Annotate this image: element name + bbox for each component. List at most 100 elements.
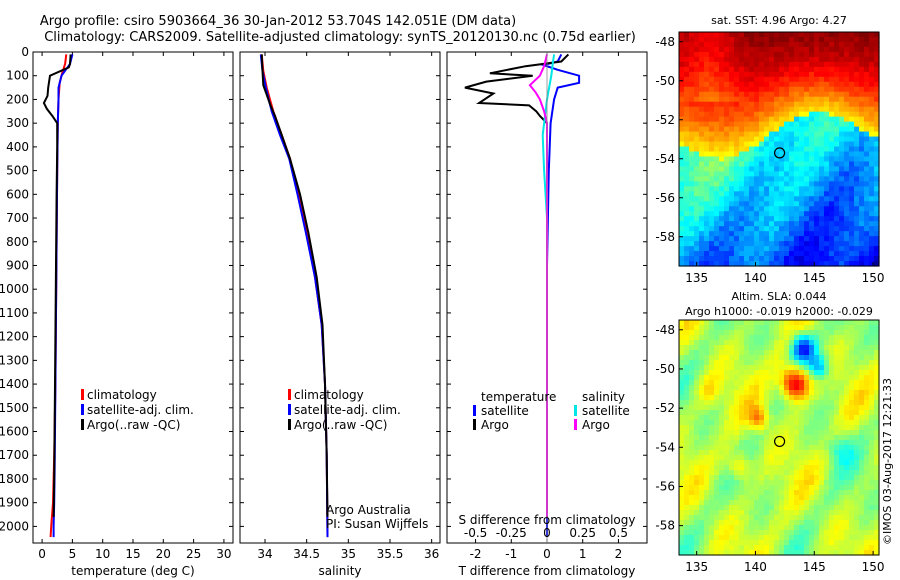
sst_map-cell (694, 171, 700, 177)
sla_map-cell (769, 490, 775, 496)
sla_map-cell (699, 360, 705, 366)
sla_map-cell (819, 540, 825, 546)
sst_map-cell (759, 251, 765, 257)
sst_map-cell (859, 51, 865, 58)
sst_map-cell (794, 86, 800, 93)
sla_map-cell (689, 395, 695, 401)
sla_map-cell (859, 360, 865, 366)
sla_map-cell (709, 450, 715, 456)
sst_map-cell (789, 196, 795, 202)
sst_map-cell (809, 161, 815, 168)
sst_map-cell (679, 171, 685, 177)
sla_map-cell (749, 530, 755, 536)
sst_map-cell (789, 171, 795, 177)
sst_map-cell (699, 201, 705, 207)
sla_map-cell (804, 540, 810, 546)
sst_map-cell (854, 176, 860, 182)
sst_map-cell (719, 201, 725, 207)
sst_map-cell (854, 236, 860, 242)
sla_map-cell (734, 325, 740, 331)
sst_map-cell (759, 96, 765, 103)
sst_map-cell (729, 181, 735, 187)
sla_map-cell (764, 505, 770, 511)
sla_map-cell (774, 530, 780, 536)
sla_map-cell (689, 440, 695, 446)
sst_map-cell (724, 241, 730, 247)
sst_map-cell (869, 156, 875, 163)
sst_map-cell (859, 41, 865, 48)
sla_map-cell (744, 415, 750, 421)
sst_map-cell (824, 261, 830, 267)
sst_map-cell (809, 251, 815, 257)
sla_map-cell (859, 535, 865, 541)
sla_map-cell (764, 405, 770, 411)
sla_map-cell (714, 390, 720, 396)
sla_map-cell (774, 375, 780, 381)
sla_map-cell (714, 540, 720, 546)
sst_map-cell (709, 56, 715, 63)
sst_map-cell (709, 256, 715, 262)
sst_map-cell (829, 66, 835, 73)
sst_map-cell (754, 256, 760, 262)
sst_map-cell (829, 206, 835, 212)
sst_map-cell (709, 191, 715, 197)
sst_map-cell (689, 86, 695, 93)
sla_map-cell (864, 335, 870, 341)
sst_map-cell (769, 146, 775, 153)
sst_map-cell (714, 191, 720, 197)
sla_map-cell (704, 385, 710, 391)
sst_map-cell (784, 226, 790, 232)
sla_map-cell (834, 445, 840, 451)
temperature-ytick-label: 300 (6, 116, 29, 130)
sla_map-cell (679, 515, 685, 521)
temperature-legend-label: Argo(..raw -QC) (87, 418, 180, 432)
sla_map-cell (844, 545, 850, 551)
sla_map-cell (814, 330, 820, 336)
sst_map-cell (769, 36, 775, 43)
sst_map-cell (829, 51, 835, 58)
sst_map-cell (734, 71, 740, 78)
sla_map-cell (719, 435, 725, 441)
sla_map-cell (734, 535, 740, 541)
sst_map-cell (864, 161, 870, 168)
sst_map-cell (769, 176, 775, 182)
sla_map-cell (749, 460, 755, 466)
sla_map-cell (864, 490, 870, 496)
sla_map-cell (754, 355, 760, 361)
sla_map-cell (829, 360, 835, 366)
sla_map-cell (809, 435, 815, 441)
sla_map-cell (734, 430, 740, 436)
sla_map-cell (834, 485, 840, 491)
sst_map-cell (769, 201, 775, 207)
sla_map-cell (679, 450, 685, 456)
sst_map-cell (724, 251, 730, 257)
sla_map-cell (724, 510, 730, 516)
sla_map-cell (809, 500, 815, 506)
sla_map-cell (704, 475, 710, 481)
sst_map-cell (764, 116, 770, 123)
sst_map-cell (819, 176, 825, 182)
sst_map-cell (874, 66, 880, 73)
sst_map-cell (744, 91, 750, 98)
sla_map-cell (704, 430, 710, 436)
sst_map-cell (789, 101, 795, 108)
sst_map-cell (719, 36, 725, 43)
sst_map-heatmap-cells (679, 32, 880, 267)
sla_map-cell (739, 475, 745, 481)
sla_map-cell (839, 320, 845, 326)
sst_map-cell (779, 41, 785, 48)
salinity-series-argo-raw-qc- (260, 54, 329, 517)
sla_map-cell (769, 350, 775, 356)
sst_map-cell (849, 76, 855, 83)
sst_map-cell (874, 131, 880, 138)
sla_map-cell (764, 460, 770, 466)
sla_map-cell (704, 325, 710, 331)
sst_map-cell (834, 221, 840, 227)
sla_map-cell (769, 430, 775, 436)
sla_map-cell (754, 490, 760, 496)
sla_map-cell (809, 470, 815, 476)
sst_map-cell (719, 121, 725, 128)
sst_map-cell (704, 111, 710, 118)
sst_map-cell (694, 241, 700, 247)
sst_map-cell (709, 176, 715, 182)
